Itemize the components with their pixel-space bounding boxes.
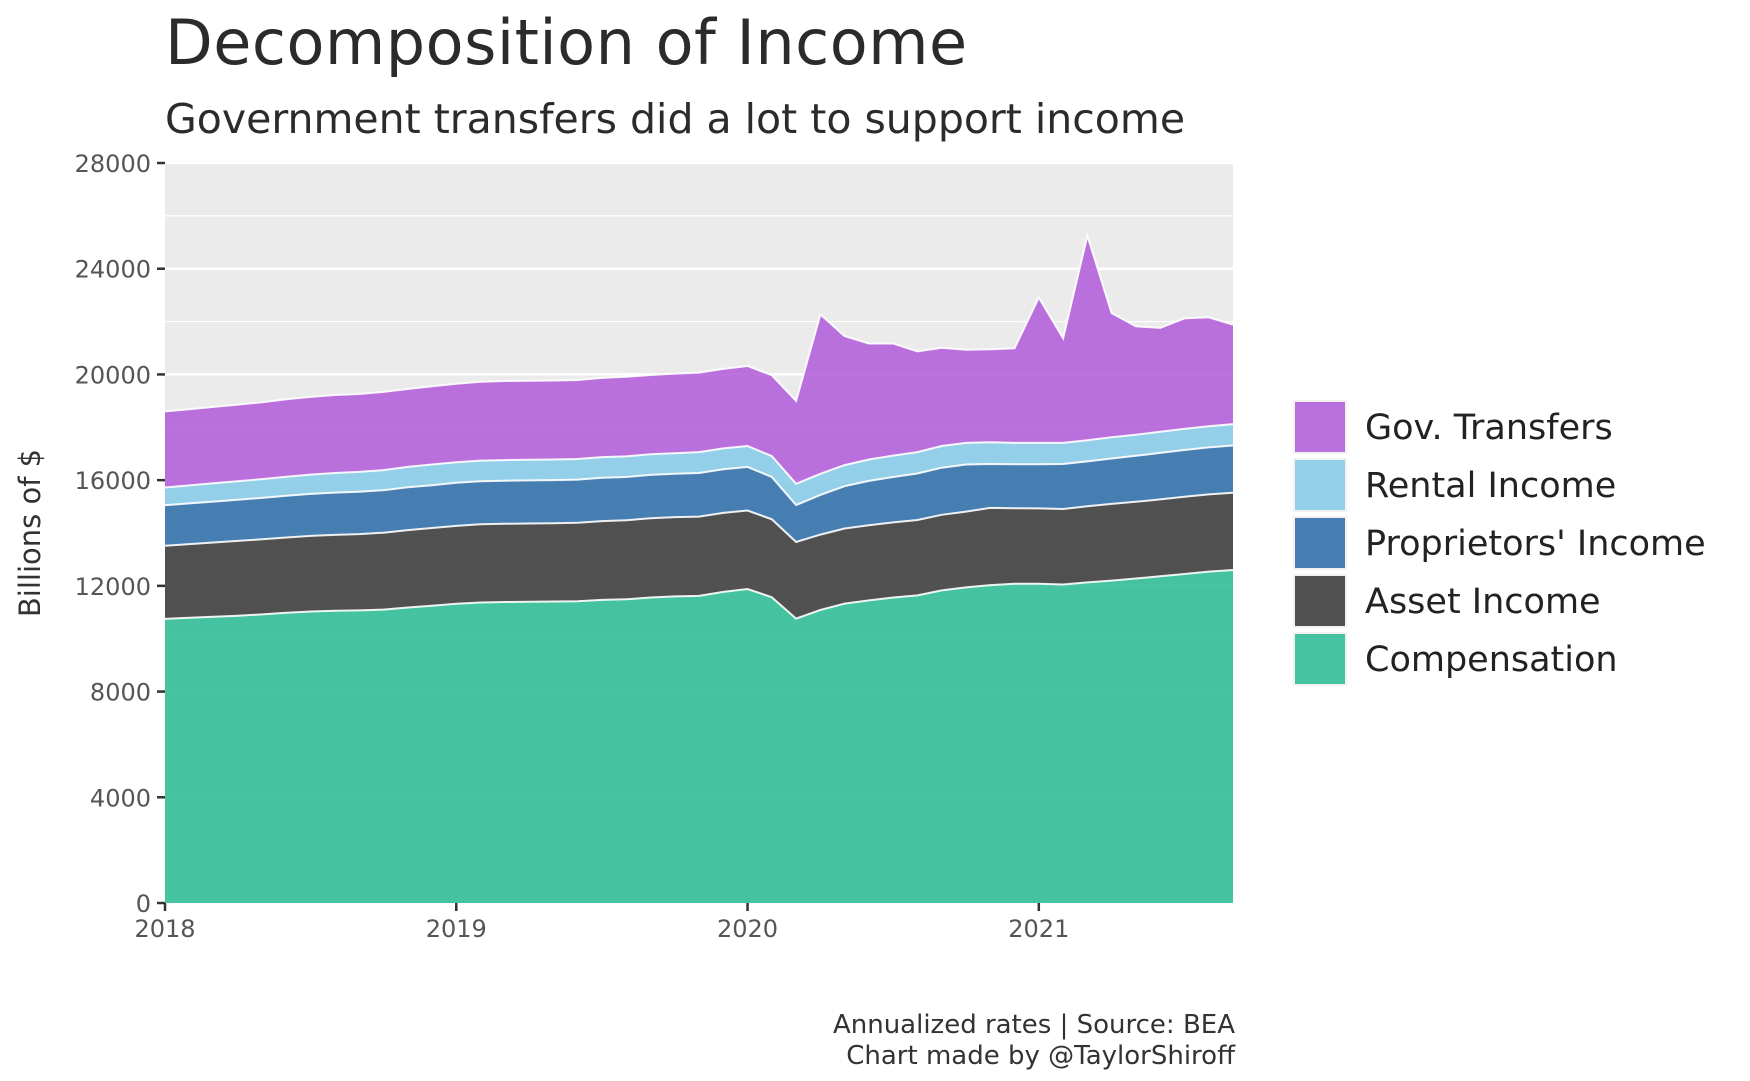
y-axis-label: Billions of $ xyxy=(13,449,47,617)
y-tick-label: 24000 xyxy=(75,256,151,284)
y-tick-label: 8000 xyxy=(90,679,151,707)
x-tick-label: 2021 xyxy=(1008,915,1069,943)
y-tick-label: 28000 xyxy=(75,150,151,178)
y-axis: 0 4000 8000 12000 16000 20000 24000 28000 xyxy=(75,150,165,918)
legend: Gov. Transfers Rental Income Proprietors' … xyxy=(1293,400,1706,686)
legend-label-proprietors-income: Proprietors' Income xyxy=(1365,524,1706,564)
legend-label-gov-transfers: Gov. Transfers xyxy=(1365,408,1613,448)
legend-swatch-proprietors-income xyxy=(1295,518,1345,568)
legend-swatch-asset-income xyxy=(1295,576,1345,626)
legend-swatch-gov-transfers xyxy=(1295,402,1345,452)
area-gov-transfers xyxy=(165,235,1233,488)
legend-label-compensation: Compensation xyxy=(1365,640,1618,680)
area-boundary-line xyxy=(164,423,1234,489)
x-axis: 2018 2019 2020 2021 xyxy=(134,903,1069,943)
legend-swatch-compensation xyxy=(1295,634,1345,684)
area-proprietors-income xyxy=(165,445,1233,546)
x-tick-label: 2018 xyxy=(134,915,195,943)
area-layers xyxy=(164,231,1234,903)
legend-swatch-rental-income xyxy=(1295,460,1345,510)
y-tick-label: 16000 xyxy=(75,467,151,495)
x-tick-label: 2020 xyxy=(717,915,778,943)
caption-credit: Chart made by @TaylorShiroff xyxy=(846,1041,1235,1071)
chart-subtitle: Government transfers did a lot to suppor… xyxy=(165,95,1186,143)
y-tick-label: 0 xyxy=(136,890,151,918)
area-boundary-line xyxy=(164,491,1234,547)
y-tick-label: 20000 xyxy=(75,361,151,389)
legend-label-asset-income: Asset Income xyxy=(1365,582,1601,622)
area-compensation xyxy=(165,570,1233,903)
area-boundary-line xyxy=(164,231,1234,413)
caption-source: Annualized rates | Source: BEA xyxy=(832,1010,1235,1040)
y-tick-label: 12000 xyxy=(75,573,151,601)
area-boundary-line xyxy=(164,444,1234,507)
chart-title: Decomposition of Income xyxy=(165,6,968,79)
y-tick-label: 4000 xyxy=(90,784,151,812)
legend-label-rental-income: Rental Income xyxy=(1365,466,1616,506)
x-tick-label: 2019 xyxy=(426,915,487,943)
area-boundary-line xyxy=(164,569,1234,620)
